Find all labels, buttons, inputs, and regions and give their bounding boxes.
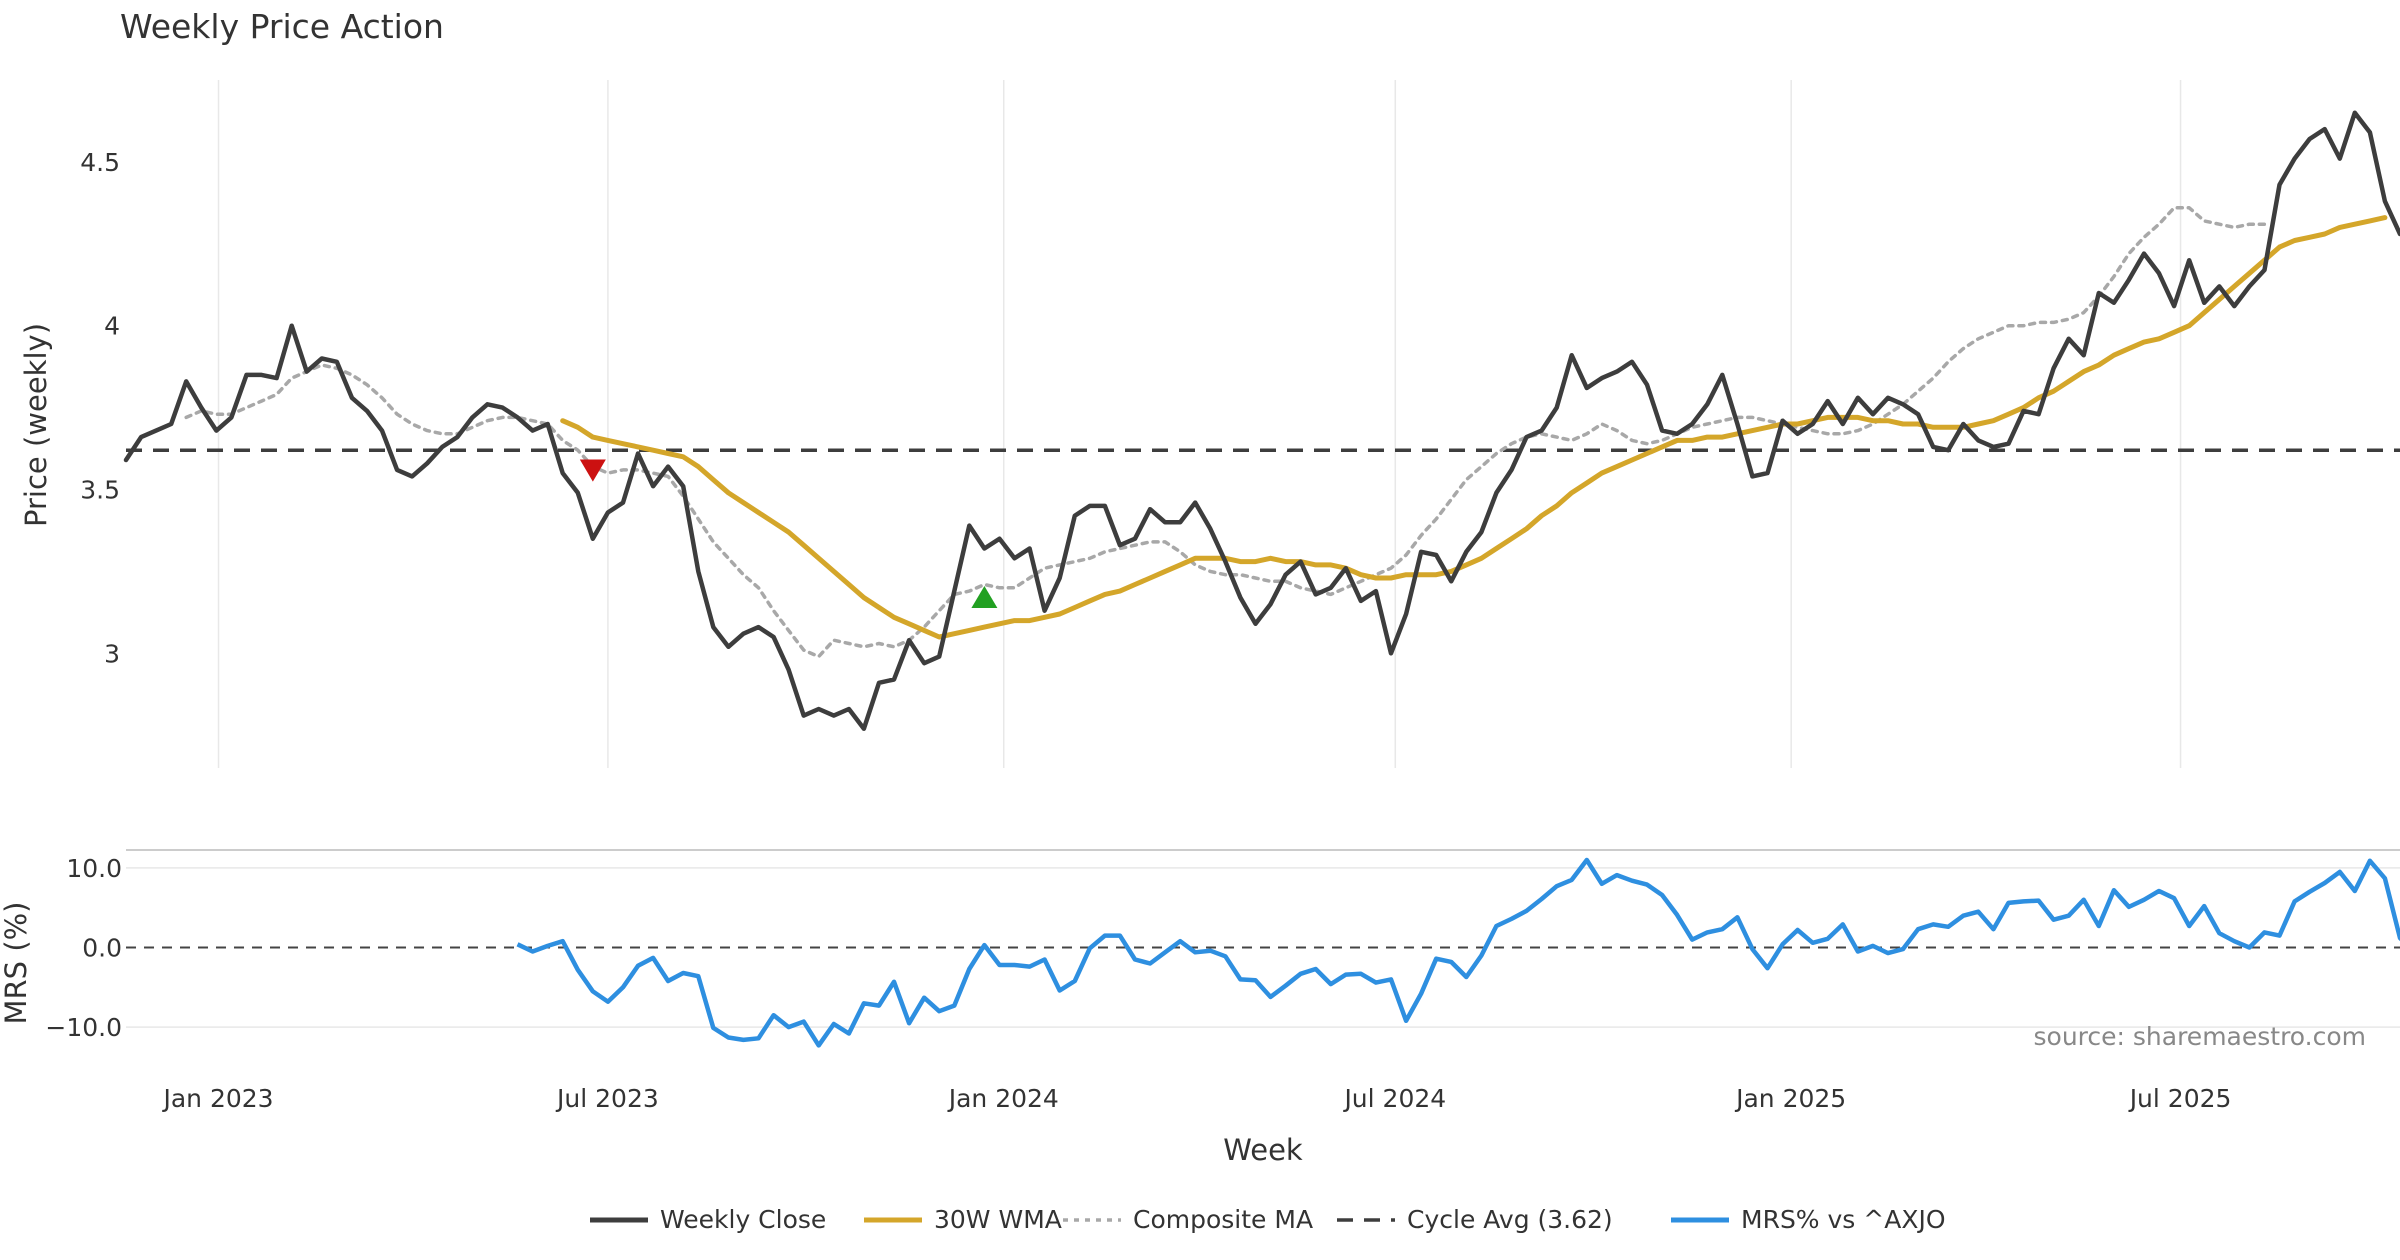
- bottom-y-tick-label: −10.0: [45, 1013, 122, 1042]
- x-axis-ticks: Jan 2023 Jul 2023 Jan 2024 Jul 2024 Jan 2025…: [161, 1084, 2231, 1113]
- top-y-tick-label: 4: [104, 312, 120, 341]
- top-panel-y-ticks: 3 3.5 4 4.5: [80, 148, 120, 668]
- x-tick-label: Jul 2025: [2128, 1084, 2232, 1113]
- series-30w-wma: [560, 215, 2388, 640]
- source-annotation: source: sharemaestro.com: [2034, 1022, 2367, 1051]
- bottom-panel-gridlines: [126, 867, 2400, 1028]
- top-y-tick-label: 4.5: [80, 148, 120, 177]
- x-tick-label: Jul 2024: [1342, 1084, 1446, 1113]
- bottom-y-tick-label: 0.0: [82, 934, 122, 963]
- series-mrs-vs-axjo: [516, 857, 2400, 1048]
- legend-label: 30W WMA: [934, 1205, 1062, 1234]
- top-panel-y-axis-label: Price (weekly): [19, 323, 53, 527]
- x-tick-label: Jan 2023: [161, 1084, 273, 1113]
- legend: Weekly Close 30W WMA Composite MA Cycle Avg…: [590, 1205, 1946, 1234]
- sell-signal-marker: [579, 459, 606, 482]
- legend-item-composite-ma: Composite MA: [1063, 1205, 1313, 1234]
- legend-label: Weekly Close: [660, 1205, 826, 1234]
- x-tick-label: Jan 2024: [947, 1084, 1059, 1113]
- buy-signal-marker: [971, 585, 998, 609]
- top-panel-series: [123, 110, 2400, 731]
- legend-item-30w-wma: 30W WMA: [864, 1205, 1062, 1234]
- top-y-tick-label: 3: [104, 639, 120, 668]
- legend-item-cycle-avg-3-62: Cycle Avg (3.62): [1337, 1205, 1613, 1234]
- series-weekly-close: [123, 110, 2400, 731]
- legend-label: Cycle Avg (3.62): [1407, 1205, 1613, 1234]
- signal-markers: [579, 459, 998, 609]
- top-y-tick-label: 3.5: [80, 476, 120, 505]
- legend-item-mrs-vs-axjo: MRS% vs ^AXJO: [1671, 1205, 1946, 1234]
- bottom-panel-y-ticks: −10.0 0.0 10.0: [45, 854, 122, 1042]
- top-panel-gridlines: [217, 80, 2182, 768]
- chart-title: Weekly Price Action: [120, 7, 444, 46]
- bottom-y-tick-label: 10.0: [66, 854, 122, 883]
- bottom-panel-y-axis-label: MRS (%): [0, 902, 33, 1025]
- legend-label: MRS% vs ^AXJO: [1741, 1205, 1946, 1234]
- bottom-panel-series: [516, 857, 2400, 1048]
- x-tick-label: Jan 2025: [1734, 1084, 1846, 1113]
- legend-item-weekly-close: Weekly Close: [590, 1205, 826, 1234]
- x-axis-label: Week: [1223, 1133, 1303, 1167]
- legend-label: Composite MA: [1133, 1205, 1313, 1234]
- x-tick-label: Jul 2023: [555, 1084, 659, 1113]
- series-composite-ma: [184, 206, 2267, 659]
